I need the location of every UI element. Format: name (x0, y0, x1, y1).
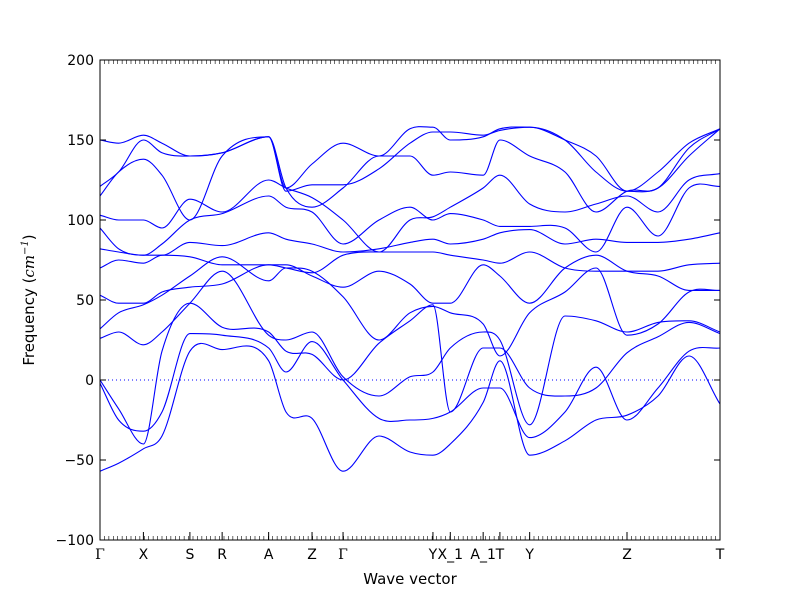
high-symmetry-label: S (185, 547, 194, 563)
high-symmetry-label: A (264, 547, 274, 563)
band-line-3 (99, 302, 721, 445)
high-symmetry-label: Γ (95, 547, 105, 563)
y-axis-label-exponent: −1 (20, 240, 31, 255)
y-tick-label: 200 (67, 53, 94, 69)
high-symmetry-label: T (495, 547, 505, 563)
band-line-5 (99, 256, 721, 357)
plot-frame (99, 59, 721, 541)
bands-layer (99, 126, 721, 472)
high-symmetry-label: Y (428, 547, 438, 563)
band-line-9 (99, 183, 721, 256)
y-axis-label-prefix: Frequency ( (20, 278, 38, 366)
band-line-8 (99, 229, 721, 256)
high-symmetry-label: R (217, 547, 227, 563)
high-symmetry-label: T (715, 547, 725, 563)
high-symmetry-label: Z (622, 547, 632, 563)
high-symmetry-label: Γ (338, 547, 348, 563)
high-symmetry-label: A_1 (470, 547, 495, 563)
band-line-11 (99, 128, 721, 221)
band-line-13 (99, 126, 721, 193)
ticks-layer (99, 59, 721, 541)
high-symmetry-label: Y (524, 547, 534, 563)
y-tick-label: 100 (67, 213, 94, 229)
x-axis-label: Wave vector (363, 570, 457, 588)
y-tick-label: −50 (64, 453, 94, 469)
band-line-10 (99, 173, 721, 253)
band-line-4 (99, 270, 721, 426)
band-line-12 (99, 126, 721, 192)
y-axis-label-unit: cm (20, 255, 38, 278)
band-line-1 (99, 342, 721, 472)
high-symmetry-label: X (139, 547, 149, 563)
high-symmetry-label: X_1 (438, 547, 464, 563)
band-line-7 (99, 251, 721, 274)
y-tick-label: 50 (76, 293, 94, 309)
y-tick-label: 150 (67, 133, 94, 149)
high-symmetry-label: Z (307, 547, 317, 563)
y-tick-label: 0 (85, 373, 94, 389)
y-tick-label: −100 (56, 533, 94, 549)
y-axis-label: Frequency (cm−1) (20, 234, 38, 365)
band-line-6 (99, 254, 720, 304)
y-axis-label-suffix: ) (20, 234, 38, 240)
